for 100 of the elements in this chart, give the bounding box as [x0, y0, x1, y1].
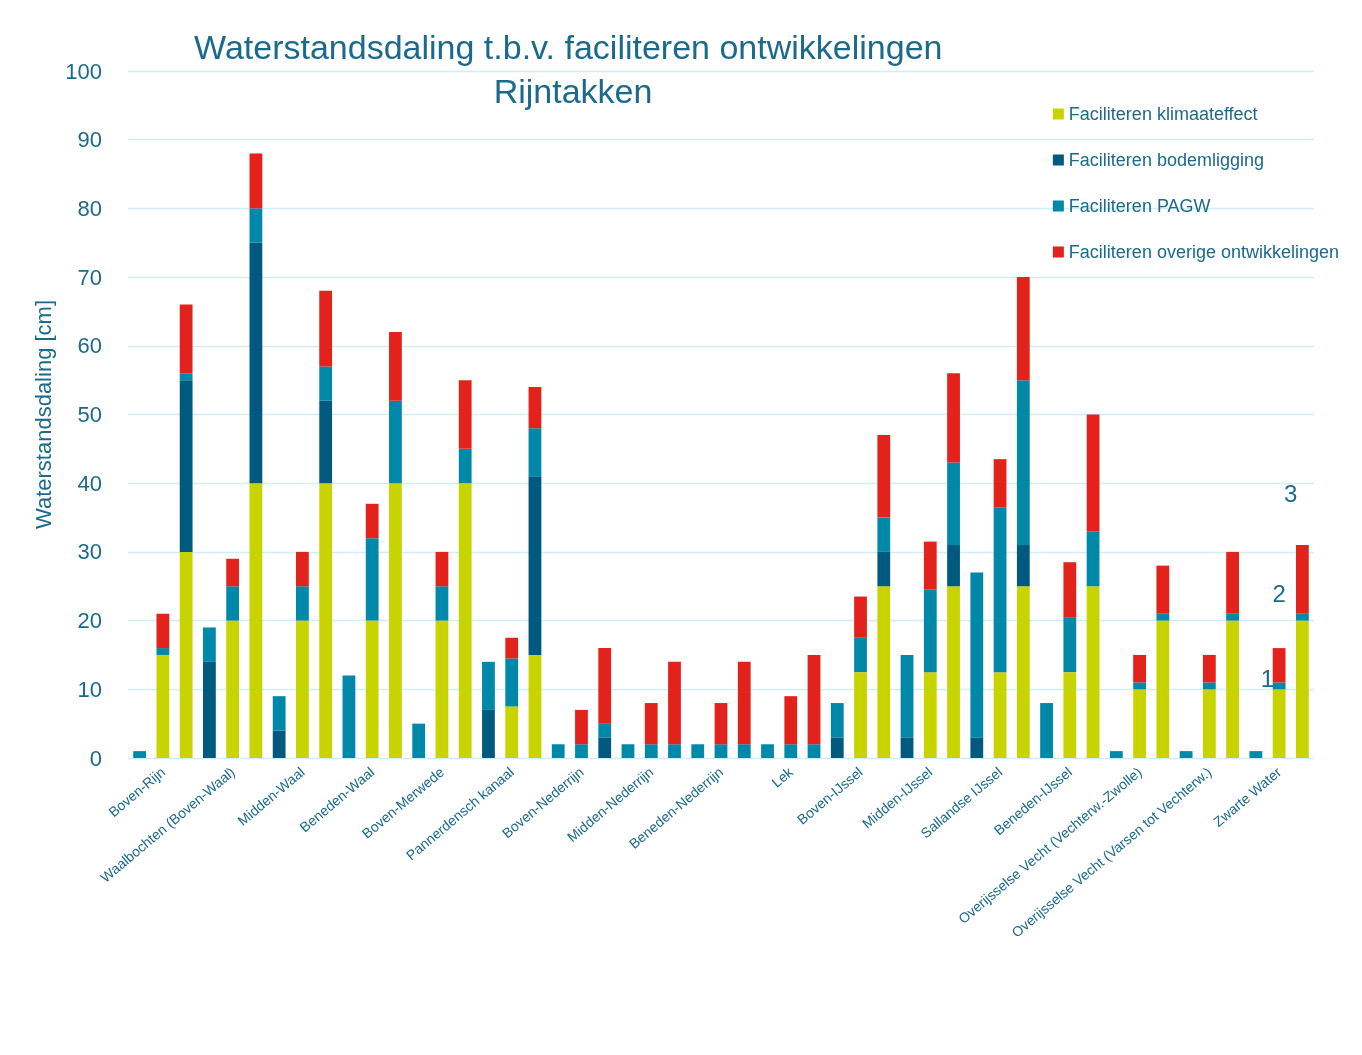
- y-tick-label: 40: [77, 470, 102, 496]
- bar: [319, 400, 333, 484]
- bar: [342, 675, 356, 758]
- bar: [761, 744, 774, 758]
- bar: [319, 483, 333, 758]
- bar: [296, 586, 309, 621]
- bar: [458, 483, 472, 758]
- bar: [365, 503, 379, 539]
- bar: [1179, 751, 1193, 758]
- bar: [714, 703, 728, 745]
- bar: [1156, 613, 1170, 621]
- bar: [249, 483, 263, 758]
- bar: [203, 661, 216, 758]
- bar: [970, 737, 984, 758]
- bar: [923, 672, 937, 758]
- bar: [505, 637, 519, 659]
- chart-title: Waterstandsdaling t.b.v. faciliteren ontwikkelingen Rijntakken: [194, 28, 952, 110]
- bar: [668, 661, 681, 745]
- bar: [900, 654, 914, 738]
- annotation: 3: [1284, 480, 1298, 508]
- bar: [575, 709, 588, 745]
- bar: [1063, 617, 1077, 673]
- bar: [993, 672, 1007, 758]
- bar: [179, 304, 193, 374]
- bar: [1272, 689, 1286, 758]
- bar: [482, 661, 495, 710]
- bar: [156, 654, 170, 758]
- bar: [668, 744, 681, 758]
- bar: [947, 373, 960, 463]
- bar: [482, 709, 495, 758]
- y-tick-label: 60: [77, 333, 102, 359]
- bar: [1295, 613, 1309, 621]
- bar: [1272, 648, 1286, 683]
- bar: [1086, 531, 1100, 587]
- bar: [877, 517, 891, 552]
- bar: [179, 380, 193, 552]
- bar: [249, 153, 263, 209]
- bar: [807, 654, 821, 745]
- y-tick-label: 80: [77, 195, 102, 221]
- bar: [1109, 751, 1123, 758]
- bar: [923, 589, 937, 673]
- bar: [1086, 586, 1100, 758]
- bar: [900, 737, 914, 758]
- y-tick-label: 70: [77, 264, 102, 290]
- bar: [319, 290, 333, 367]
- bar: [1272, 682, 1286, 690]
- bar: [528, 387, 542, 429]
- bar: [598, 737, 612, 758]
- bar: [179, 373, 193, 381]
- bar: [854, 596, 867, 638]
- legend-label: Faciliteren overige ontwikkelingen: [1068, 242, 1339, 262]
- bar: [1016, 380, 1030, 546]
- bar: [877, 435, 891, 518]
- y-tick-label: 100: [65, 58, 102, 84]
- x-tick-label: Lek: [768, 763, 797, 791]
- bar: [598, 648, 612, 724]
- bar: [1249, 751, 1263, 758]
- bar: [714, 744, 728, 758]
- bar: [1202, 654, 1216, 683]
- bar: [156, 613, 170, 649]
- bar: [226, 558, 240, 587]
- bar: [1016, 586, 1030, 758]
- bar: [435, 586, 449, 621]
- legend-label: Faciliteren PAGW: [1068, 196, 1211, 216]
- bar: [412, 723, 426, 758]
- bar: [319, 366, 333, 401]
- bar: [1133, 682, 1146, 690]
- bar: [296, 620, 309, 758]
- bar: [644, 744, 658, 758]
- bar: [830, 703, 844, 738]
- bar: [528, 654, 542, 758]
- bar: [272, 730, 286, 758]
- bar: [737, 744, 751, 758]
- bar: [505, 706, 519, 758]
- y-tick-label: 0: [89, 745, 102, 771]
- legend-label: Faciliteren klimaateffect: [1068, 104, 1258, 124]
- annotation: 2: [1272, 579, 1286, 607]
- bar: [947, 462, 960, 546]
- y-tick-label: 90: [77, 127, 102, 153]
- bar: [947, 586, 960, 758]
- bar: [737, 661, 751, 745]
- bar: [435, 551, 449, 587]
- bar: [1063, 672, 1077, 758]
- bar: [993, 507, 1007, 673]
- bar: [156, 648, 170, 655]
- bar: [1226, 613, 1239, 621]
- y-tick-label: 10: [77, 676, 102, 702]
- bar: [1295, 620, 1309, 758]
- bar: [970, 572, 984, 738]
- bar: [598, 723, 612, 738]
- bar: [1016, 277, 1030, 381]
- bar: [784, 696, 798, 745]
- bar: [644, 703, 658, 745]
- y-tick-label: 50: [77, 402, 102, 427]
- bar: [854, 637, 867, 673]
- bar: [528, 428, 542, 477]
- bar: [947, 545, 960, 587]
- y-tick-label: 20: [77, 608, 102, 634]
- bar: [551, 744, 565, 758]
- bar: [389, 332, 402, 401]
